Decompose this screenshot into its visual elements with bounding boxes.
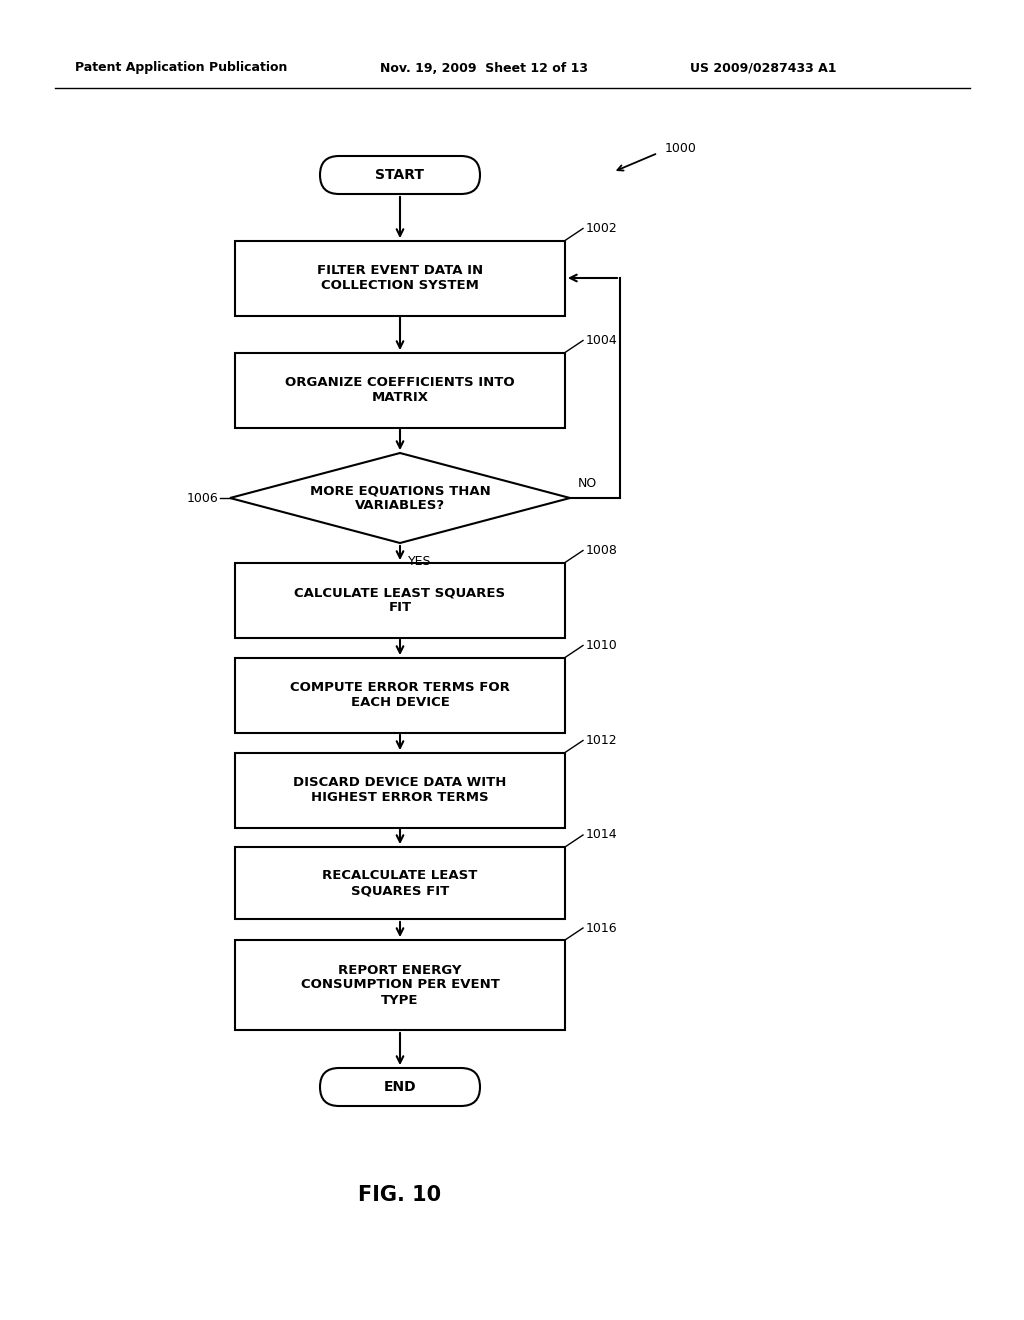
Text: RECALCULATE LEAST
SQUARES FIT: RECALCULATE LEAST SQUARES FIT <box>323 869 477 898</box>
FancyBboxPatch shape <box>234 240 565 315</box>
Text: 1006: 1006 <box>186 491 218 504</box>
FancyBboxPatch shape <box>234 940 565 1030</box>
FancyBboxPatch shape <box>234 352 565 428</box>
Text: REPORT ENERGY
CONSUMPTION PER EVENT
TYPE: REPORT ENERGY CONSUMPTION PER EVENT TYPE <box>301 964 500 1006</box>
FancyBboxPatch shape <box>234 752 565 828</box>
Text: US 2009/0287433 A1: US 2009/0287433 A1 <box>690 62 837 74</box>
Text: FILTER EVENT DATA IN
COLLECTION SYSTEM: FILTER EVENT DATA IN COLLECTION SYSTEM <box>317 264 483 292</box>
Text: 1004: 1004 <box>586 334 617 347</box>
Text: 1016: 1016 <box>586 921 617 935</box>
FancyBboxPatch shape <box>319 1068 480 1106</box>
Text: DISCARD DEVICE DATA WITH
HIGHEST ERROR TERMS: DISCARD DEVICE DATA WITH HIGHEST ERROR T… <box>293 776 507 804</box>
Text: ORGANIZE COEFFICIENTS INTO
MATRIX: ORGANIZE COEFFICIENTS INTO MATRIX <box>286 376 515 404</box>
Polygon shape <box>230 453 570 543</box>
FancyBboxPatch shape <box>319 156 480 194</box>
FancyBboxPatch shape <box>234 847 565 919</box>
Text: 1010: 1010 <box>586 639 617 652</box>
Text: Nov. 19, 2009  Sheet 12 of 13: Nov. 19, 2009 Sheet 12 of 13 <box>380 62 588 74</box>
Text: CALCULATE LEAST SQUARES
FIT: CALCULATE LEAST SQUARES FIT <box>295 586 506 614</box>
Text: COMPUTE ERROR TERMS FOR
EACH DEVICE: COMPUTE ERROR TERMS FOR EACH DEVICE <box>290 681 510 709</box>
Text: 1014: 1014 <box>586 829 617 842</box>
Text: 1002: 1002 <box>586 222 617 235</box>
FancyBboxPatch shape <box>234 657 565 733</box>
Text: END: END <box>384 1080 417 1094</box>
Text: 1008: 1008 <box>586 544 617 557</box>
Text: YES: YES <box>408 554 431 568</box>
Text: 1000: 1000 <box>665 141 697 154</box>
Text: NO: NO <box>578 477 597 490</box>
Text: FIG. 10: FIG. 10 <box>358 1185 441 1205</box>
Text: 1012: 1012 <box>586 734 617 747</box>
Text: START: START <box>376 168 425 182</box>
Text: Patent Application Publication: Patent Application Publication <box>75 62 288 74</box>
FancyBboxPatch shape <box>234 562 565 638</box>
Text: MORE EQUATIONS THAN
VARIABLES?: MORE EQUATIONS THAN VARIABLES? <box>309 484 490 512</box>
